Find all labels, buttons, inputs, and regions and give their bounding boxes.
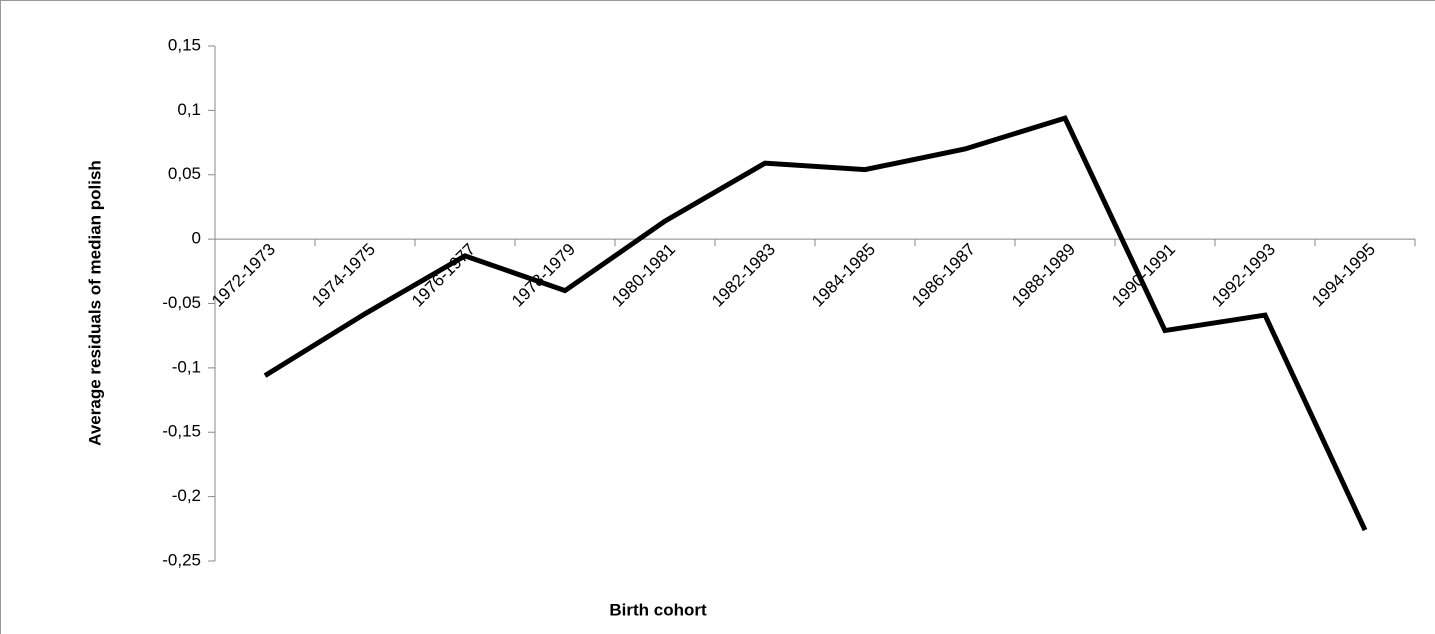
y-tick-label: -0,05 — [162, 293, 201, 312]
x-tick-label: 1992-1993 — [1208, 240, 1279, 311]
x-tick-label: 1990-1991 — [1108, 240, 1179, 311]
y-tick-label: -0,25 — [162, 550, 201, 569]
y-tick-label: -0,15 — [162, 422, 201, 441]
x-tick-label: 1982-1983 — [708, 240, 779, 311]
x-tick-label: 1972-1973 — [208, 240, 279, 311]
y-tick-label: 0,05 — [168, 164, 201, 183]
y-tick-label: -0,2 — [172, 486, 201, 505]
x-tick-label: 1984-1985 — [808, 240, 879, 311]
x-axis-title: Birth cohort — [609, 600, 707, 619]
y-tick-label: -0,1 — [172, 357, 201, 376]
data-line — [263, 115, 1368, 532]
x-tick-label: 1988-1989 — [1008, 240, 1079, 311]
x-tick-label: 1986-1987 — [908, 240, 979, 311]
y-tick-label: 0 — [192, 229, 201, 248]
y-tick-label: 0,15 — [168, 35, 201, 54]
y-axis-title: Average residuals of median polish — [85, 160, 104, 446]
x-tick-label: 1974-1975 — [308, 240, 379, 311]
x-tick-label: 1976-1977 — [408, 240, 479, 311]
y-tick-label: 0,1 — [177, 100, 201, 119]
x-tick-label: 1994-1995 — [1308, 240, 1379, 311]
